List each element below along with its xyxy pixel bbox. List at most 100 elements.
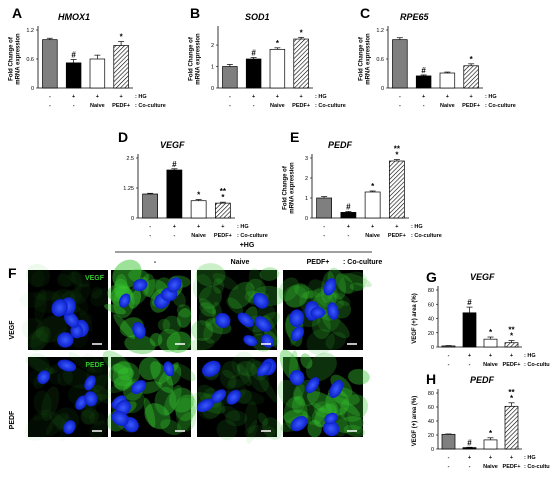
hg-row-label: : HG	[315, 94, 327, 100]
y-tick-label: 0	[131, 216, 134, 222]
coculture-row-label: : Co-culture	[524, 464, 550, 470]
coculture-condition: -	[253, 103, 255, 109]
y-tick-label: 1.25	[123, 186, 134, 192]
hg-condition: +	[221, 224, 224, 230]
y-axis-label: mRNA expression	[290, 162, 296, 214]
bar-control	[43, 40, 58, 88]
bar-hg	[341, 212, 356, 218]
y-axis-label: mRNA expression	[16, 33, 22, 85]
coculture-row-label: : Co-culture	[315, 103, 346, 109]
significance-marker: *	[371, 182, 375, 191]
coculture-condition: PEDF+	[214, 233, 232, 239]
hg-condition: +	[489, 455, 492, 461]
hg-condition: +	[470, 94, 473, 100]
hg-condition: +	[197, 224, 200, 230]
panel-letter-h: H	[426, 371, 436, 387]
significance-marker: #	[172, 160, 177, 169]
y-axis-label: mRNA expression	[366, 33, 372, 85]
micrograph-pedf-2	[190, 347, 287, 445]
hg-condition: +	[120, 94, 123, 100]
bar-hg	[167, 170, 182, 218]
significance-marker: *	[489, 328, 493, 337]
stain-label: VEGF	[85, 275, 105, 282]
col-label-pedf-plus: PEDF+	[307, 259, 330, 266]
significance-marker: #	[421, 66, 426, 75]
panel-letter-f: F	[8, 265, 17, 281]
panel-letter-a: A	[12, 5, 22, 21]
coculture-row-label: : Co-culture	[237, 233, 268, 239]
bar-control	[317, 198, 332, 218]
coculture-condition: -	[323, 233, 325, 239]
significance-marker: **	[508, 326, 515, 335]
hg-condition: -	[448, 455, 450, 461]
hg-condition: +	[446, 94, 449, 100]
hg-row-label: : HG	[411, 224, 423, 230]
bar-hg-naive	[484, 339, 497, 347]
bar-control	[393, 40, 408, 88]
hg-condition: +	[510, 455, 513, 461]
bar-hg	[463, 448, 476, 449]
y-axis-label: Fold Change of	[9, 36, 15, 81]
coculture-condition: PEDF+	[112, 103, 130, 109]
y-tick-label: 0	[431, 345, 434, 351]
row-label-vegf: VEGF	[9, 320, 16, 340]
y-tick-label: 0	[381, 86, 384, 92]
significance-marker: #	[251, 48, 256, 57]
y-axis-label: VEGF (+) area (%)	[412, 293, 418, 344]
panel-letter-b: B	[190, 5, 200, 21]
coculture-condition: -	[73, 103, 75, 109]
hg-row-label: : HG	[524, 455, 536, 461]
coculture-condition: PEDF+	[292, 103, 310, 109]
bar-control	[442, 434, 455, 449]
hg-condition: +	[300, 94, 303, 100]
hg-condition: +	[422, 94, 425, 100]
y-tick-label: 1	[305, 196, 308, 202]
bar-hg	[416, 76, 431, 88]
significance-marker: #	[467, 298, 472, 307]
coculture-condition: PEDF+	[503, 362, 521, 368]
panel-letter-c: C	[360, 5, 370, 21]
hg-condition: -	[399, 94, 401, 100]
coculture-row-label: : Co-culture	[524, 362, 550, 368]
y-tick-label: 40	[428, 317, 434, 323]
hg-condition: -	[149, 224, 151, 230]
hg-condition: +	[468, 353, 471, 359]
coculture-condition: -	[469, 362, 471, 368]
y-tick-label: 1.2	[26, 28, 34, 34]
hg-condition: +	[72, 94, 75, 100]
bar-hg	[463, 313, 476, 347]
y-tick-label: 0.6	[376, 57, 384, 63]
chart-title: SOD1	[245, 12, 270, 22]
bar-hg	[246, 59, 261, 88]
bar-hg-naive	[270, 49, 285, 88]
coculture-row-label: : Co-culture	[411, 233, 442, 239]
micrograph-vegf-0: VEGF	[19, 260, 115, 356]
coculture-condition: PEDF+	[462, 103, 480, 109]
panel-letter-e: E	[290, 129, 299, 145]
bar-hg-naive	[484, 440, 497, 449]
significance-marker: *	[120, 33, 124, 42]
coculture-condition: -	[229, 103, 231, 109]
coculture-condition: Naive	[365, 233, 380, 239]
coculture-condition: Naive	[191, 233, 206, 239]
bar-hg-pedf-	[505, 343, 518, 347]
significance-marker: #	[71, 50, 76, 59]
stain-signal	[307, 420, 322, 438]
y-axis-label: Fold Change of	[359, 36, 365, 81]
significance-marker: #	[467, 438, 472, 447]
bar-hg-naive	[191, 201, 206, 218]
chart-title: PEDF	[470, 375, 495, 385]
micrograph-pedf-3	[272, 346, 373, 439]
y-axis-label: Fold Change of	[189, 36, 195, 81]
y-tick-label: 0	[305, 216, 308, 222]
bar-control	[442, 346, 455, 347]
y-tick-label: 2	[211, 43, 214, 49]
significance-marker: *	[300, 28, 304, 37]
significance-marker: **	[220, 187, 227, 196]
chart-title: VEGF	[470, 272, 495, 282]
hg-condition: +	[276, 94, 279, 100]
bar-hg-pedf-	[215, 203, 230, 218]
